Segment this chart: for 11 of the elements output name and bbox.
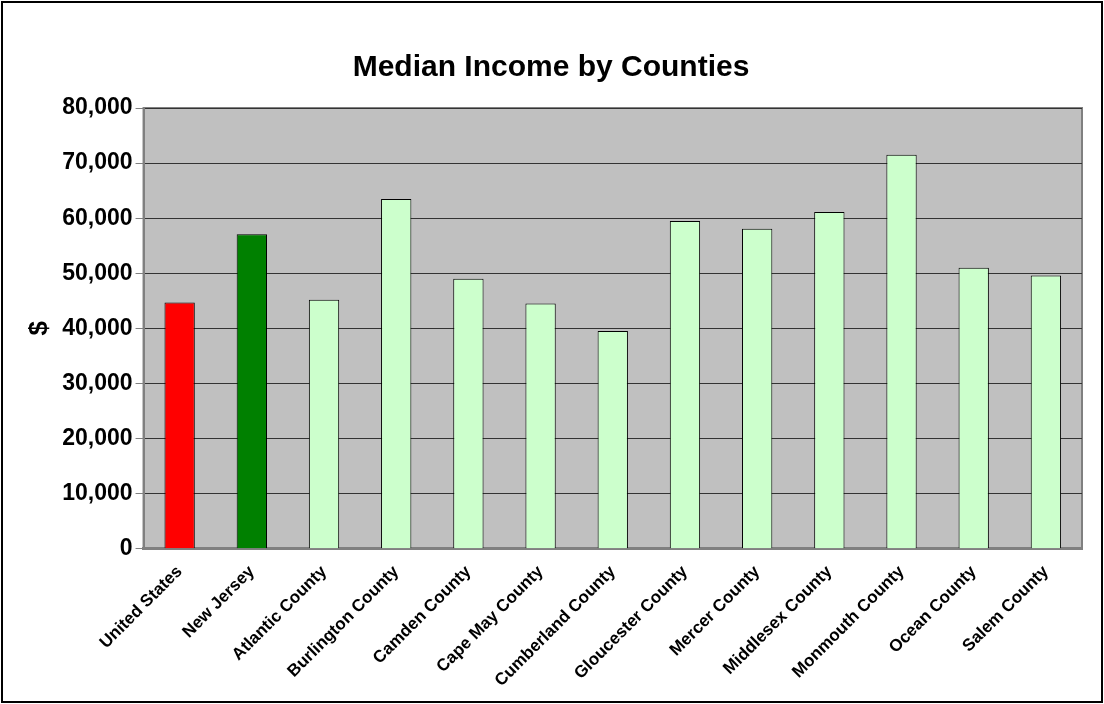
y-tick-label: 40,000 [62, 313, 133, 340]
chart-title: Median Income by Counties [352, 49, 750, 83]
y-tick-label: 50,000 [62, 258, 133, 285]
y-tick-label: 70,000 [62, 148, 133, 175]
y-tick-label: 0 [119, 534, 133, 561]
y-tick-label: 80,000 [62, 93, 133, 120]
y-tick-label: 20,000 [62, 423, 133, 450]
y-tick-label: 60,000 [62, 203, 133, 230]
y-tick-label: 10,000 [62, 478, 133, 505]
y-axis-title: $ [22, 320, 53, 336]
y-tick-label: 30,000 [62, 368, 133, 395]
